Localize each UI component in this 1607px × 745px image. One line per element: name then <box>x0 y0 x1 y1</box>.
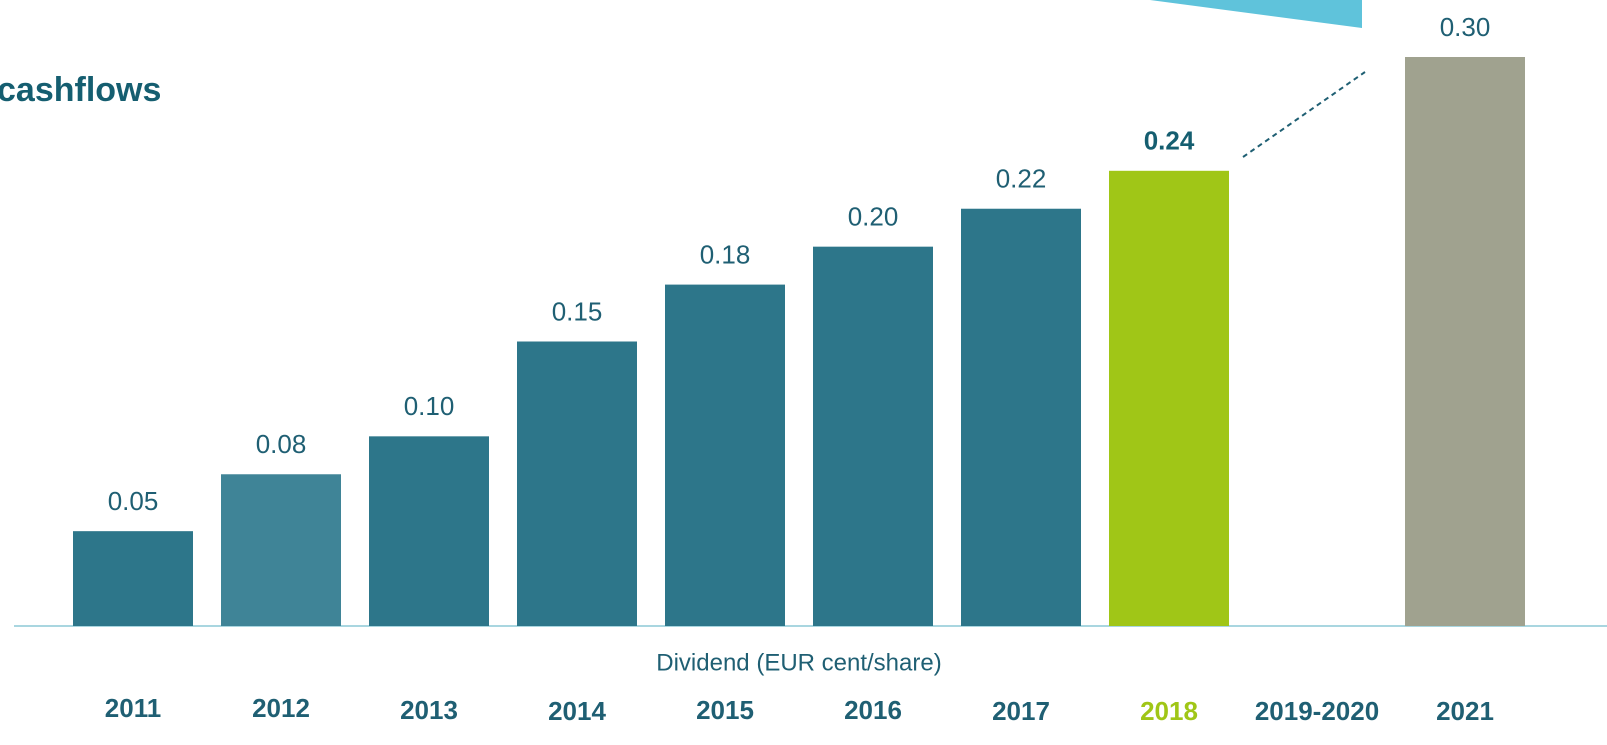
decoration <box>1150 0 1362 28</box>
bar <box>517 341 637 626</box>
bar <box>369 436 489 626</box>
x-tick-label: 2014 <box>548 696 606 726</box>
x-tick-label: 2011 <box>105 693 161 723</box>
x-tick-label: 2017 <box>992 696 1050 726</box>
x-tick-label: 2018 <box>1140 696 1198 726</box>
value-label: 0.08 <box>256 429 307 459</box>
bar <box>221 474 341 626</box>
value-label: 0.15 <box>552 296 603 326</box>
value-label: 0.22 <box>996 164 1047 194</box>
bar <box>73 531 193 626</box>
bar <box>665 284 785 626</box>
x-axis-label: Dividend (EUR cent/share) <box>656 649 941 676</box>
x-tick-label: 2015 <box>696 695 754 725</box>
value-label: 0.30 <box>1440 12 1491 42</box>
bar <box>961 208 1081 626</box>
value-label: 0.10 <box>404 391 455 421</box>
connector-line <box>1242 71 1366 158</box>
value-label: 0.24 <box>1144 126 1195 156</box>
value-label: 0.18 <box>700 239 751 269</box>
bar <box>813 246 933 626</box>
value-label: 0.05 <box>108 486 159 516</box>
value-label: 0.20 <box>848 202 899 232</box>
chart-title: cashflows <box>0 71 161 109</box>
bar <box>1405 57 1525 626</box>
x-tick-label: 2019-2020 <box>1255 696 1379 726</box>
x-tick-label: 2013 <box>400 695 458 725</box>
x-tick-label: 2016 <box>844 695 902 725</box>
x-tick-label: 2012 <box>252 693 310 723</box>
x-tick-label: 2021 <box>1436 696 1494 726</box>
bar <box>1109 170 1229 627</box>
